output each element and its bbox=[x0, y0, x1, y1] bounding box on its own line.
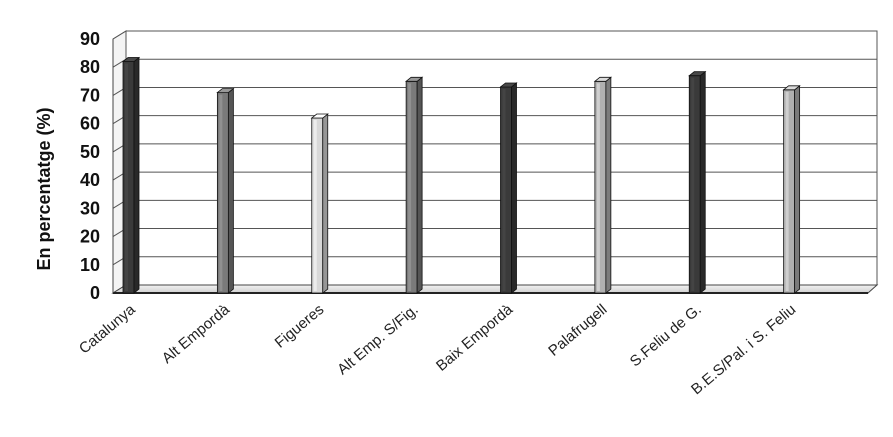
bar bbox=[499, 82, 518, 294]
y-tick-label: 60 bbox=[80, 114, 100, 134]
bar-highlight bbox=[596, 83, 600, 291]
bar-top bbox=[688, 71, 707, 77]
bar-top bbox=[121, 57, 141, 62]
bar-highlight bbox=[502, 88, 506, 291]
bar-side bbox=[227, 87, 234, 294]
bar-front bbox=[594, 80, 607, 294]
x-tick-label: S.Feliu de G. bbox=[627, 301, 705, 370]
bar-top bbox=[782, 85, 801, 91]
bar-highlight bbox=[785, 91, 789, 291]
bar bbox=[310, 113, 329, 294]
gridline-side bbox=[112, 30, 127, 40]
bar bbox=[688, 70, 707, 294]
bar-side bbox=[322, 113, 329, 294]
bar bbox=[782, 84, 801, 294]
bar-top bbox=[593, 76, 613, 82]
bar-side bbox=[605, 76, 612, 294]
bar-highlight bbox=[219, 94, 223, 291]
plot-floor bbox=[111, 39, 879, 294]
bar bbox=[404, 76, 424, 294]
bar-side bbox=[416, 76, 423, 294]
bar-front bbox=[311, 117, 324, 294]
bar-side bbox=[794, 84, 801, 294]
x-tick-label: Alt Emp. S/Fig. bbox=[334, 301, 422, 378]
y-tick-label: 40 bbox=[80, 170, 100, 190]
x-tick-label: B.E.S/Pal. i S. Feliu bbox=[688, 301, 799, 398]
x-tick-label: Baix Empordà bbox=[433, 301, 517, 375]
bar-top bbox=[404, 76, 424, 82]
bar-top bbox=[499, 82, 518, 88]
y-tick-label: 0 bbox=[90, 283, 100, 303]
bar-front bbox=[783, 89, 796, 294]
bar-front bbox=[122, 61, 135, 294]
bar-highlight bbox=[691, 77, 695, 291]
bar-highlight bbox=[408, 83, 412, 291]
bar-front bbox=[500, 86, 512, 294]
y-tick-labels: 0 10 20 30 40 50 60 70 80 90 bbox=[80, 29, 100, 303]
bar-side bbox=[133, 56, 140, 294]
y-tick-label: 10 bbox=[80, 255, 100, 275]
x-tick-labels: Catalunya Alt Empordà Figueres Alt Emp. S/F… bbox=[76, 301, 799, 399]
x-tick-label: Figueres bbox=[272, 301, 328, 352]
y-tick-label: 50 bbox=[80, 142, 100, 162]
x-tick-label: Catalunya bbox=[76, 301, 139, 358]
bar-top bbox=[310, 113, 329, 119]
y-tick-label: 70 bbox=[80, 85, 100, 105]
bar-top bbox=[216, 88, 235, 94]
bar-front bbox=[405, 80, 418, 294]
bars bbox=[121, 56, 801, 294]
bar-front bbox=[688, 75, 701, 294]
bar-front bbox=[216, 92, 229, 294]
y-tick-label: 20 bbox=[80, 227, 100, 247]
bar-highlight bbox=[313, 120, 317, 292]
bar bbox=[121, 56, 141, 294]
y-tick-label: 80 bbox=[80, 57, 100, 77]
x-tick-label: Palafrugell bbox=[545, 301, 610, 360]
y-tick-label: 30 bbox=[80, 198, 100, 218]
bar bbox=[216, 87, 235, 294]
y-axis-label: En percentatge (%) bbox=[34, 107, 54, 270]
bar bbox=[593, 76, 613, 294]
x-tick-label: Alt Empordà bbox=[159, 301, 234, 367]
y-tick-label: 90 bbox=[80, 29, 100, 49]
bar-highlight bbox=[125, 63, 128, 292]
bar-side bbox=[511, 82, 517, 294]
bar-side bbox=[699, 70, 706, 294]
